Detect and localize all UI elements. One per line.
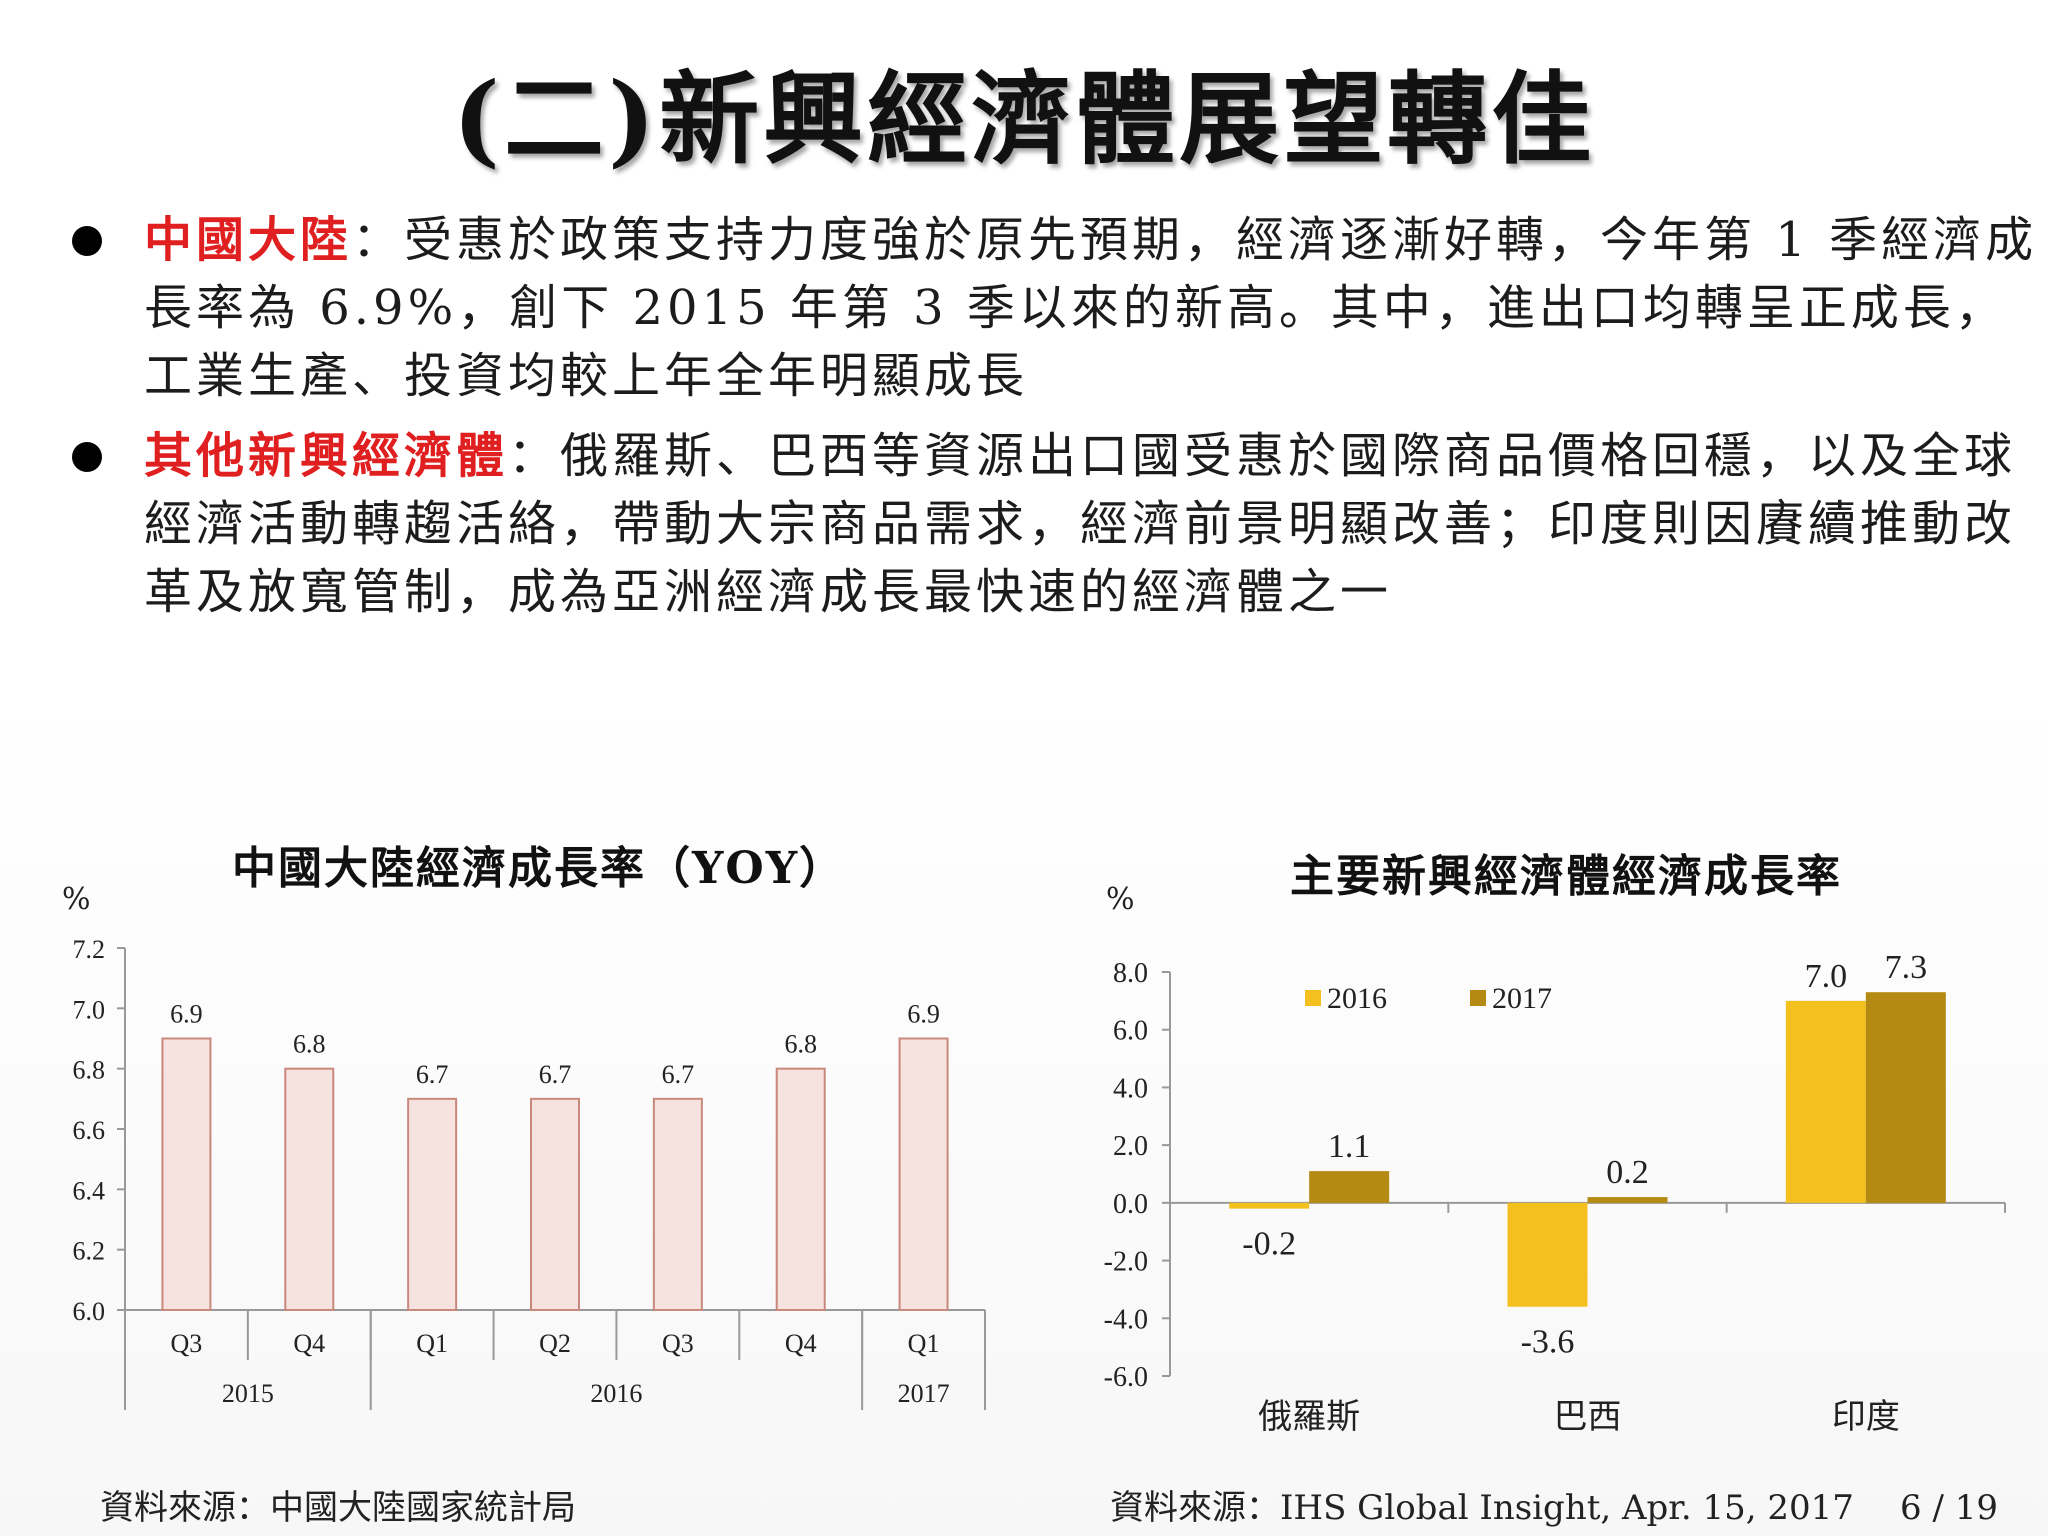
bullet-highlight: 其他新興經濟體 <box>144 428 509 484</box>
chart1-y-tick-label: 6.6 <box>73 1116 106 1145</box>
bullet-body: ：受惠於政策支持力度強於原先預期，經濟逐漸好轉，今年第 1 季經濟成長率為 6.… <box>144 212 2038 404</box>
chart1-year-label: 2016 <box>590 1379 642 1408</box>
chart1-data-label: 6.8 <box>784 1030 817 1059</box>
chart2-data-label: 7.3 <box>1885 949 1928 986</box>
chart1-bar <box>652 1097 703 1311</box>
chart1-y-tick-label: 7.0 <box>73 995 106 1024</box>
chart1-x-tick-label: Q3 <box>662 1329 694 1358</box>
chart1-x-tick-label: Q3 <box>171 1329 203 1358</box>
bullet-dot-icon <box>72 442 102 472</box>
chart1-bar <box>530 1097 580 1311</box>
chart2-unit: % <box>1106 882 1135 917</box>
chart2-legend-swatch <box>1470 990 1486 1006</box>
bullet-body: ：俄羅斯、巴西等資源出口國受惠於國際商品價格回穩，以及全球經濟活動轉趨活絡，帶動… <box>144 428 2017 620</box>
chart2-source: 資料來源：IHS Global Insight, Apr. 15, 2017 <box>1110 1488 1854 1528</box>
chart1-unit: % <box>62 882 91 917</box>
bullet-dot-icon <box>72 226 102 256</box>
chart1-data-label: 6.7 <box>416 1060 449 1089</box>
chart1-data-label: 6.9 <box>907 1000 940 1029</box>
chart2-y-tick-label: 6.0 <box>1113 1016 1148 1047</box>
chart1-y-tick-label: 7.2 <box>73 935 106 964</box>
chart2-x-tick-label: 巴西 <box>1554 1399 1622 1436</box>
chart1-year-label: 2017 <box>898 1379 950 1408</box>
chart1-data-label: 6.7 <box>539 1060 572 1089</box>
chart2-bar-2017 <box>1309 1171 1390 1203</box>
chart2-y-tick-label: 4.0 <box>1113 1073 1148 1104</box>
chart2-data-label: 1.1 <box>1328 1128 1371 1165</box>
chart2-bar-2016 <box>1229 1202 1310 1209</box>
bullet-text: 中國大陸：受惠於政策支持力度強於原先預期，經濟逐漸好轉，今年第 1 季經濟成長率… <box>144 206 2048 410</box>
chart2-bar-2017 <box>1587 1197 1668 1203</box>
chart1-bar <box>407 1097 458 1311</box>
chart1-title: 中國大陸經濟成長率（YOY） <box>232 843 846 894</box>
chart1-y-tick-label: 6.4 <box>73 1176 106 1205</box>
chart2-y-tick-label: 2.0 <box>1113 1131 1148 1162</box>
bullet-china: 中國大陸：受惠於政策支持力度強於原先預期，經濟逐漸好轉，今年第 1 季經濟成長率… <box>60 206 2033 416</box>
chart2-legend-label: 2016 <box>1327 982 1387 1015</box>
chart1-bar <box>898 1037 949 1311</box>
chart1-x-tick-label: Q4 <box>785 1329 817 1358</box>
chart1-year-label: 2015 <box>222 1379 274 1408</box>
chart1-bar <box>284 1067 335 1311</box>
chart2-svg: -6.0 -4.0 -2.0 0.0 2.0 4.0 6.0 8.0 -0.2 1.1 俄羅斯 -3.… <box>1104 949 2006 1436</box>
chart2-bar-2016 <box>1507 1202 1588 1307</box>
chart2-y-tick-label: -4.0 <box>1104 1304 1148 1335</box>
bullet-other-emerging: 其他新興經濟體：俄羅斯、巴西等資源出口國受惠於國際商品價格回穩，以及全球經濟活動… <box>60 422 2012 702</box>
chart1-data-label: 6.7 <box>662 1060 695 1089</box>
chart1-x-tick-label: Q2 <box>539 1329 571 1358</box>
chart1-data-label: 6.8 <box>293 1030 326 1059</box>
slide-title: (二)新興經濟體展望轉佳 <box>452 60 1596 178</box>
chart1-x-tick-label: Q1 <box>416 1329 448 1358</box>
chart2-title: 主要新興經濟體經濟成長率 <box>1290 851 1842 902</box>
chart1-svg: 6.0 6.2 6.4 6.6 6.8 7.0 7.2 6.9 Q3 6.8 Q4 6.7 Q1 6.7 Q… <box>73 935 986 1410</box>
chart2-bar-2017 <box>1865 992 1946 1203</box>
chart2-x-tick-label: 俄羅斯 <box>1258 1398 1360 1436</box>
chart1-data-label: 6.9 <box>170 1000 203 1029</box>
chart2-y-tick-label: 8.0 <box>1113 958 1148 989</box>
chart1-x-tick-label: Q1 <box>908 1329 940 1358</box>
chart1-bar <box>775 1067 826 1311</box>
chart1-y-tick-label: 6.0 <box>73 1297 106 1326</box>
bullet-text: 其他新興經濟體：俄羅斯、巴西等資源出口國受惠於國際商品價格回穩，以及全球經濟活動… <box>144 422 2048 626</box>
chart2-data-label: 7.0 <box>1805 958 1848 995</box>
chart2-legend-label: 2017 <box>1492 982 1552 1015</box>
chart2-y-tick-label: 0.0 <box>1113 1189 1148 1220</box>
chart2-legend-swatch <box>1305 990 1321 1006</box>
chart2-x-tick-label: 印度 <box>1832 1398 1900 1436</box>
chart1-bar <box>161 1037 212 1311</box>
chart2-data-label: 0.2 <box>1606 1154 1649 1191</box>
chart1-y-tick-label: 6.2 <box>73 1237 106 1266</box>
bullet-highlight: 中國大陸 <box>144 212 353 268</box>
chart2-y-tick-label: -2.0 <box>1104 1247 1148 1278</box>
chart2-data-label: -3.6 <box>1521 1324 1575 1361</box>
chart1-x-tick-label: Q4 <box>293 1329 325 1358</box>
chart1-source: 資料來源：中國大陸國家統計局 <box>100 1488 576 1528</box>
chart1-y-tick-label: 6.8 <box>73 1056 106 1085</box>
chart2-data-label: -0.2 <box>1242 1226 1296 1263</box>
chart2-bar-2016 <box>1785 1000 1866 1203</box>
page-number: 6 / 19 <box>1900 1488 1998 1528</box>
chart2-y-tick-label: -6.0 <box>1104 1362 1148 1393</box>
